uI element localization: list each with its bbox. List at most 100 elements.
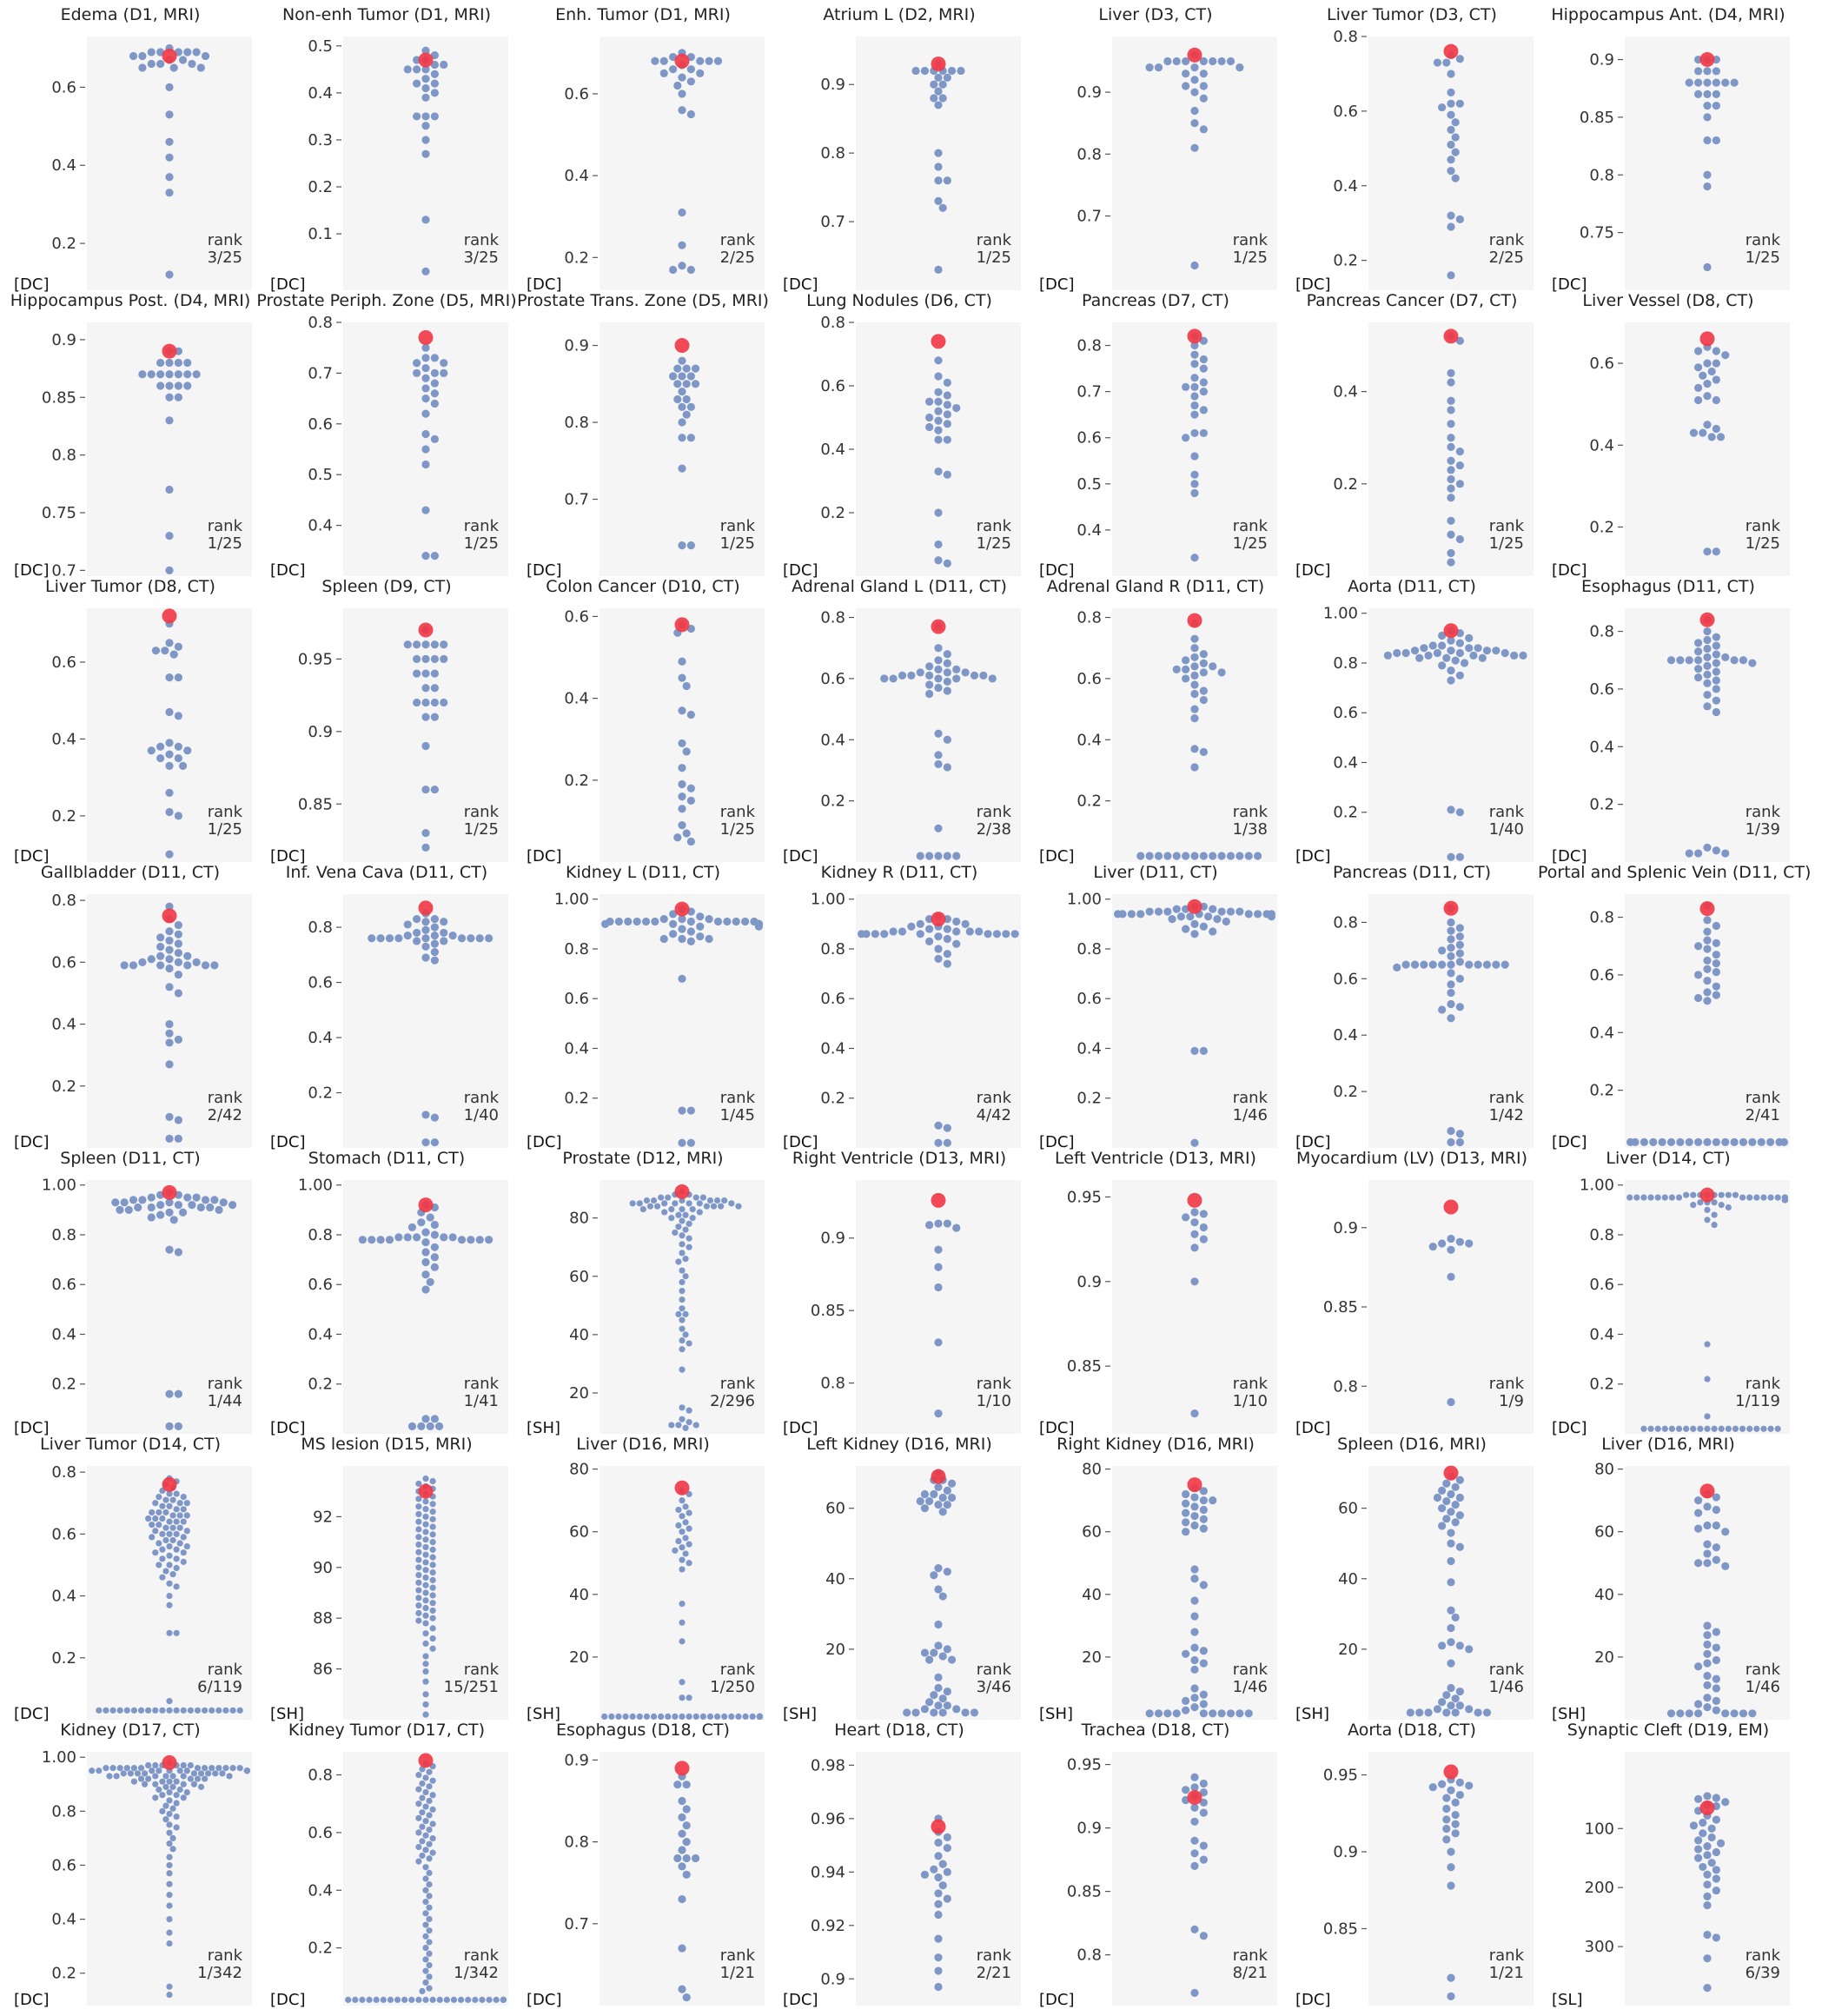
participant-point [1647, 1425, 1654, 1432]
participant-point [183, 1193, 192, 1202]
participant-point [156, 1494, 162, 1501]
participant-point [197, 1770, 205, 1777]
rank-label: rank [1233, 517, 1269, 535]
participant-point [188, 1201, 196, 1210]
participant-point [934, 1620, 943, 1629]
participant-point [1753, 1194, 1760, 1201]
participant-point [1703, 690, 1712, 700]
participant-point [166, 1915, 173, 1923]
y-tick-label: 0.8 [308, 918, 333, 937]
participant-point [934, 1873, 943, 1882]
participant-point [421, 136, 430, 144]
participant-point [422, 1678, 429, 1685]
participant-point [166, 1542, 173, 1550]
participant-point [180, 1494, 187, 1501]
metric-label: [DC] [1039, 847, 1074, 865]
participant-point [925, 397, 934, 406]
participant-point [1732, 1191, 1739, 1198]
participant-point [180, 1707, 187, 1714]
winner-point [674, 338, 690, 354]
participant-point [1190, 106, 1199, 116]
rank-label: rank [208, 1375, 243, 1393]
participant-point [1712, 1815, 1720, 1824]
participant-point [934, 1121, 943, 1130]
chart-panel: Kidney R (D11, CT) 0.2 0.4 0.6 0.8 1.00 [DC] ra… [769, 863, 1030, 1151]
participant-point [1725, 1425, 1732, 1432]
participant-point [1420, 960, 1428, 969]
participant-point [159, 1502, 166, 1509]
participant-point [1455, 648, 1464, 658]
participant-point [197, 1783, 205, 1790]
participant-point [422, 1691, 429, 1698]
participant-point [180, 1549, 187, 1556]
participant-point [147, 48, 156, 56]
participant-point [1474, 1708, 1482, 1717]
participant-point [1703, 1880, 1712, 1889]
participant-point [165, 83, 174, 91]
participant-point [1703, 936, 1712, 945]
participant-point [713, 917, 723, 926]
winner-point [162, 608, 177, 624]
participant-point [403, 920, 412, 929]
chart-panel: Portal and Splenic Vein (D11, CT) 0.2 0.4 0… [1538, 863, 1811, 1151]
participant-point [156, 1210, 165, 1219]
participant-point [1199, 1659, 1208, 1668]
participant-point [696, 1209, 703, 1216]
y-tick-label: 200 [1585, 1879, 1614, 1897]
participant-point [1199, 852, 1208, 860]
y-tick-label: 0.6 [564, 85, 589, 103]
participant-point [686, 1541, 692, 1548]
rank-value: 1/342 [197, 1964, 242, 1982]
participant-point [706, 1197, 714, 1204]
participant-point [429, 1996, 436, 2003]
participant-point [686, 710, 695, 720]
participant-point [485, 934, 494, 943]
participant-point [421, 149, 430, 158]
participant-point [639, 1205, 646, 1213]
participant-point [1703, 1984, 1712, 1993]
participant-point [134, 1770, 142, 1777]
participant-point [422, 1640, 429, 1647]
participant-point [1500, 648, 1509, 658]
participant-point [1712, 1628, 1720, 1636]
participant-point [222, 1707, 229, 1714]
participant-point [675, 1522, 682, 1529]
rank-value: 6/39 [1746, 1964, 1780, 1982]
winner-point [1443, 43, 1459, 59]
participant-point [419, 1794, 426, 1801]
participant-point [692, 1422, 699, 1429]
participant-point [1649, 1137, 1658, 1146]
chart-title: MS lesion (D15, MRI) [301, 1435, 473, 1454]
participant-point [422, 1887, 429, 1893]
participant-point [165, 1208, 174, 1217]
participant-point [601, 919, 610, 928]
participant-point [961, 1708, 970, 1717]
participant-point [1190, 1849, 1199, 1858]
participant-point [682, 681, 691, 691]
participant-point [1190, 1817, 1199, 1826]
rank-label: rank [1489, 803, 1525, 821]
participant-point [672, 1229, 679, 1237]
participant-point [1455, 534, 1464, 544]
participant-point [1455, 1701, 1464, 1710]
participant-point [1447, 125, 1455, 134]
participant-point [165, 110, 174, 119]
participant-point [1190, 1243, 1199, 1252]
participant-point [368, 1236, 376, 1244]
participant-point [673, 1854, 682, 1863]
participant-point [1447, 1623, 1455, 1633]
participant-point [934, 388, 943, 396]
participant-point [1190, 360, 1199, 368]
rank-value: 2/296 [710, 1392, 755, 1410]
rank-value: 1/10 [1233, 1392, 1268, 1410]
participant-point [147, 1213, 156, 1222]
participant-point [176, 1512, 183, 1519]
y-tick-label: 0.6 [1589, 680, 1614, 699]
participant-point [174, 1389, 182, 1398]
participant-point [943, 1844, 951, 1853]
participant-point [1447, 636, 1455, 645]
participant-point [668, 1422, 675, 1429]
participant-point [1666, 1137, 1676, 1146]
